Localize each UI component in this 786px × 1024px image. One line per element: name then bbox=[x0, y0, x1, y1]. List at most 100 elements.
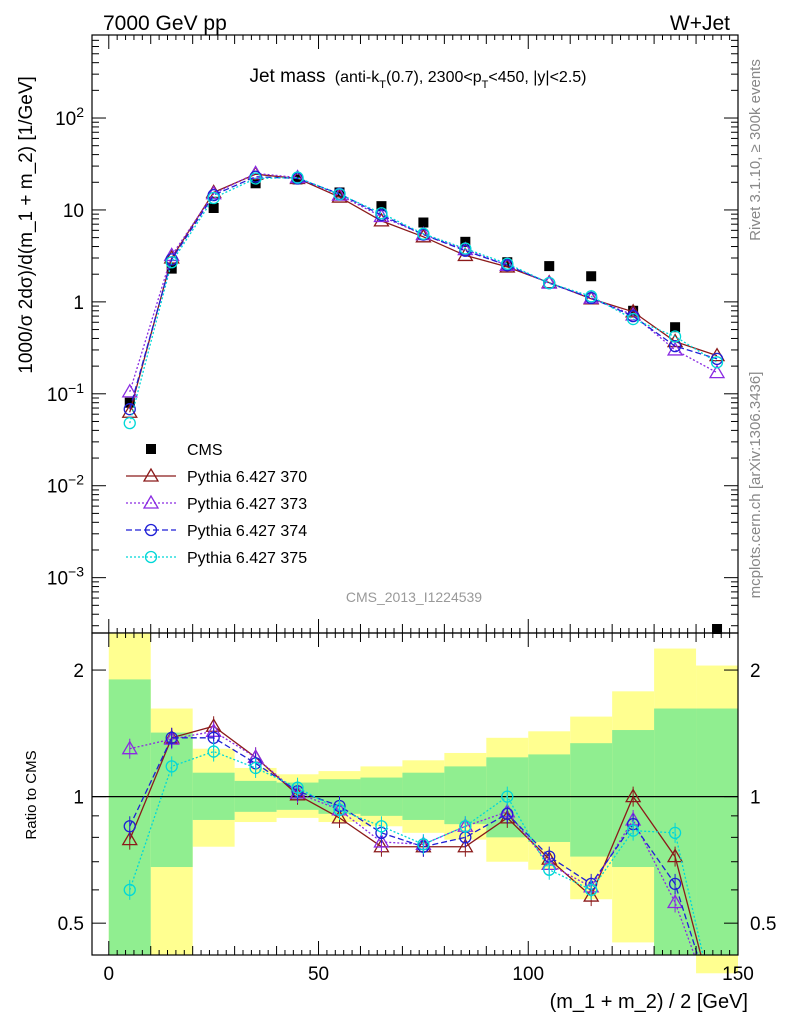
ratio-point-p370 bbox=[666, 848, 684, 863]
ratio-frame bbox=[91, 632, 739, 956]
ratio-y-tick-label-right: 0.5 bbox=[750, 914, 776, 935]
ratio-point-p375 bbox=[668, 826, 682, 839]
x-tick-label: 150 bbox=[722, 964, 754, 985]
main-panel: 10−3 10−2 10−1 1 10 102 Jet mass (anti-kT(0.7… bbox=[16, 34, 739, 634]
point-p375 bbox=[626, 312, 640, 326]
ratio-point-p375 bbox=[585, 883, 598, 897]
series-p375 bbox=[123, 171, 724, 430]
point-p375 bbox=[207, 191, 220, 205]
ratio-point-p375 bbox=[459, 820, 472, 833]
ratio-point-p375 bbox=[249, 761, 262, 775]
point-cms bbox=[586, 271, 597, 282]
legend-marker-p374 bbox=[144, 523, 158, 537]
ratio-point-p370 bbox=[457, 838, 474, 853]
ratio-line-p374 bbox=[129, 737, 699, 955]
ratio-point-p375 bbox=[543, 863, 556, 876]
main-y-tick-label: 10 bbox=[63, 201, 84, 222]
point-p373 bbox=[708, 364, 726, 379]
point-p375 bbox=[123, 416, 136, 430]
point-cms bbox=[502, 257, 513, 268]
ratio-point-p373 bbox=[373, 833, 390, 848]
band-green bbox=[696, 708, 738, 955]
header-left: 7000 GeV pp bbox=[103, 12, 227, 35]
main-y-tick-label: 10−2 bbox=[47, 472, 84, 498]
ratio-point-p375 bbox=[626, 824, 640, 837]
rivet-label: Rivet 3.1.10, ≥ 300k events bbox=[747, 59, 764, 241]
x-tick-label: 0 bbox=[103, 964, 114, 985]
main-y-tick-label: 102 bbox=[55, 104, 84, 130]
series-line-p375 bbox=[129, 176, 718, 424]
point-p375 bbox=[501, 257, 514, 270]
ratio-point-p375 bbox=[501, 790, 514, 803]
point-cms bbox=[166, 263, 177, 274]
point-p374 bbox=[668, 339, 682, 353]
main-title: Jet mass (anti-kT(0.7), 2300<pT<450, |y|… bbox=[249, 66, 586, 91]
point-cms bbox=[418, 217, 429, 228]
x-axis-label: (m_1 + m_2) / 2 [GeV] bbox=[550, 991, 748, 1013]
legend-marker-p370 bbox=[142, 467, 160, 482]
ratio-y-tick-label: 2 bbox=[73, 661, 84, 682]
ratio-point-p373 bbox=[666, 894, 684, 909]
ratio-point-p370 bbox=[331, 809, 348, 824]
ratio-point-p374 bbox=[123, 820, 136, 833]
point-cms bbox=[670, 322, 681, 333]
band-green bbox=[444, 766, 487, 825]
point-cms bbox=[292, 174, 303, 185]
band-green bbox=[570, 743, 613, 857]
ratio-point-p374 bbox=[668, 877, 682, 891]
point-p375 bbox=[375, 207, 388, 220]
point-p370 bbox=[499, 258, 516, 273]
ratio-ylabel: Ratio to CMS bbox=[23, 750, 40, 839]
ratio-y-tick-label-right: 1 bbox=[750, 788, 761, 809]
point-cms bbox=[250, 178, 261, 189]
mcplots-label: mcplots.cern.ch [arXiv:1306.3436] bbox=[747, 372, 764, 599]
point-p375 bbox=[710, 356, 724, 369]
point-cms bbox=[544, 261, 555, 272]
legend-marker-p373 bbox=[142, 494, 160, 509]
ratio-series-p375 bbox=[123, 741, 704, 955]
point-p375 bbox=[249, 172, 262, 185]
legend-label-p374: Pythia 6.427 374 bbox=[187, 523, 307, 540]
main-ylabel: 1000/σ 2dσ)/d(m_1 + m_2) [1/GeV] bbox=[16, 76, 37, 374]
point-p375 bbox=[165, 256, 178, 269]
ratio-point-p374 bbox=[165, 731, 178, 744]
ratio-point-p375 bbox=[291, 781, 304, 794]
point-p375 bbox=[585, 290, 598, 303]
main-y-tick-label: 10−1 bbox=[47, 380, 84, 406]
point-p375 bbox=[333, 188, 346, 201]
point-p375 bbox=[459, 242, 472, 255]
watermark: CMS_2013_I1224539 bbox=[346, 589, 482, 605]
ratio-point-p375 bbox=[333, 803, 346, 817]
point-cms bbox=[124, 397, 135, 408]
band-green bbox=[528, 754, 571, 842]
legend-marker-p375 bbox=[144, 550, 158, 564]
point-p373 bbox=[205, 185, 222, 200]
point-cms bbox=[712, 624, 723, 634]
band-green bbox=[150, 732, 193, 868]
legend-label-p375: Pythia 6.427 375 bbox=[187, 550, 307, 567]
ratio-point-p370 bbox=[624, 788, 642, 803]
point-p374 bbox=[123, 403, 136, 416]
point-p373 bbox=[666, 341, 684, 356]
point-cms bbox=[376, 201, 387, 212]
point-p373 bbox=[373, 208, 390, 223]
ratio-point-p373 bbox=[121, 740, 138, 755]
point-cms bbox=[208, 202, 219, 213]
legend-label-cms: CMS bbox=[187, 442, 223, 459]
ratio-point-p374 bbox=[501, 807, 514, 820]
ratio-point-p375 bbox=[375, 820, 388, 833]
legend: CMS Pythia 6.427 370 Pythia 6.427 373 Pythi… bbox=[126, 442, 307, 567]
point-p375 bbox=[668, 330, 682, 343]
ratio-point-p375 bbox=[123, 883, 136, 897]
ratio-y-tick-label-right: 2 bbox=[750, 661, 761, 682]
ratio-point-p375 bbox=[207, 745, 220, 758]
series-line-p373 bbox=[129, 172, 718, 393]
main-y-tick-label: 1 bbox=[73, 293, 84, 314]
point-p373 bbox=[121, 383, 138, 398]
ratio-y-tick-label: 1 bbox=[73, 788, 84, 809]
ratio-point-p370 bbox=[121, 831, 138, 846]
main-y-tick-label: 10−3 bbox=[47, 564, 84, 590]
point-p370 bbox=[624, 303, 642, 318]
header-right: W+Jet bbox=[670, 12, 730, 35]
